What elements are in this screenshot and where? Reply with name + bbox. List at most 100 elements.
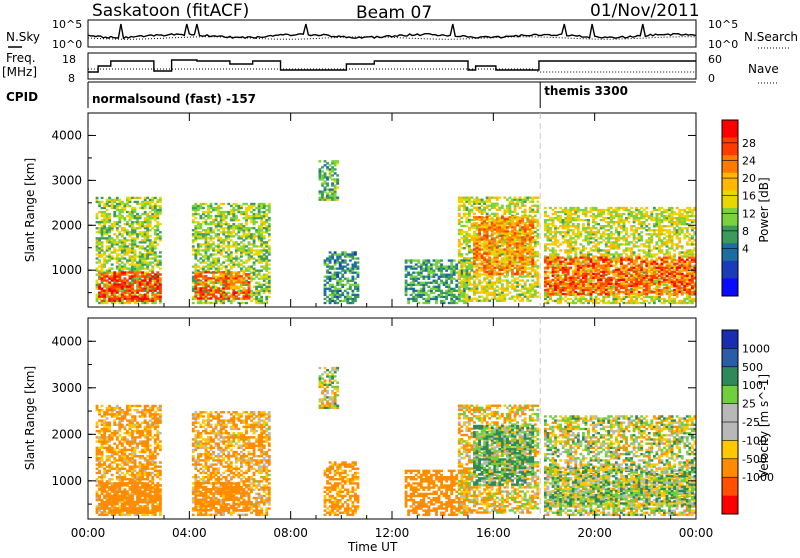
power-echo-cell [194,295,197,297]
power-echo-cell [501,216,504,218]
power-echo-cell [159,277,162,279]
power-echo-cell [144,298,147,300]
power-echo-cell [503,298,506,300]
power-echo-cell [427,290,430,292]
power-echo-cell [448,267,451,269]
power-echo-cell [126,245,129,247]
power-echo-cell [220,273,223,275]
power-echo-cell [341,292,344,294]
power-echo-cell [438,290,441,292]
power-echo-cell [106,205,109,207]
power-echo-cell [248,205,251,207]
power-echo-cell [554,239,557,241]
power-echo-cell [199,207,202,209]
power-echo-cell [255,270,258,272]
power-echo-cell [521,242,524,244]
power-echo-cell [357,296,360,298]
power-echo-cell [552,237,555,239]
power-echo-cell [559,249,562,251]
power-echo-cell [329,195,332,197]
power-echo-cell [412,259,415,261]
power-echo-cell [245,223,248,225]
power-echo-cell [260,223,263,225]
power-echo-cell [126,259,129,261]
power-echo-cell [506,232,509,234]
power-echo-cell [263,211,266,213]
power-echo-cell [450,261,453,263]
power-echo-cell [248,287,251,289]
power-echo-cell [529,261,532,263]
power-echo-cell [534,275,537,277]
power-echo-cell [217,297,220,299]
power-echo-cell [557,302,560,304]
power-echo-cell [144,201,147,203]
power-echo-cell [212,241,215,243]
power-echo-cell [194,280,197,282]
power-echo-cell [506,275,509,277]
power-echo-cell [579,243,582,245]
power-echo-cell [268,249,271,251]
power-echo-cell [126,223,129,225]
power-echo-cell [516,199,519,201]
power-echo-cell [339,263,342,265]
power-echo-cell [577,300,580,302]
power-echo-cell [463,290,466,292]
power-echo-cell [101,300,104,302]
power-echo-cell [260,300,263,302]
power-echo-cell [478,256,481,258]
power-echo-cell [139,275,142,277]
power-echo-cell [445,296,448,298]
power-echo-cell [521,201,524,203]
power-echo-cell [465,283,468,285]
power-echo-cell [351,251,354,253]
power-echo-cell [481,263,484,265]
power-echo-cell [134,209,137,211]
power-echo-cell [260,257,263,259]
power-echo-cell [501,259,504,261]
power-echo-cell [103,265,106,267]
power-echo-cell [136,201,139,203]
power-echo-cell [486,242,489,244]
power-echo-cell [321,199,324,201]
power-echo-cell [417,274,420,276]
power-echo-cell [243,203,246,205]
power-echo-cell [202,291,205,293]
power-echo-cell [215,279,218,281]
power-echo-cell [579,270,582,272]
power-echo-cell [235,279,238,281]
power-echo-cell [453,259,456,261]
power-echo-cell [531,250,534,252]
power-echo-cell [529,285,532,287]
power-echo-cell [96,199,99,201]
power-echo-cell [248,259,251,261]
power-echo-cell [336,272,339,274]
power-echo-cell [136,245,139,247]
power-echo-cell [529,244,532,246]
power-echo-cell [521,252,524,254]
power-echo-cell [496,205,499,207]
power-echo-cell [496,197,499,199]
power-echo-cell [230,255,233,257]
power-echo-cell [222,287,225,289]
power-echo-cell [144,203,147,205]
power-echo-cell [212,289,215,291]
power-echo-cell [478,230,481,232]
power-echo-cell [341,265,344,267]
power-echo-cell [121,271,124,273]
power-echo-cell [481,285,484,287]
power-echo-cell [260,207,263,209]
power-echo-cell [217,213,220,215]
power-echo-cell [245,229,248,231]
power-echo-cell [154,245,157,247]
power-echo-cell [235,245,238,247]
power-echo-cell [245,291,248,293]
power-echo-cell [405,270,408,272]
power-echo-cell [473,273,476,275]
power-echo-cell [207,255,210,257]
power-echo-cell [493,228,496,230]
power-echo-cell [526,267,529,269]
power-echo-cell [483,259,486,261]
power-echo-cell [240,205,243,207]
power-echo-cell [210,277,213,279]
power-echo-cell [468,245,471,247]
